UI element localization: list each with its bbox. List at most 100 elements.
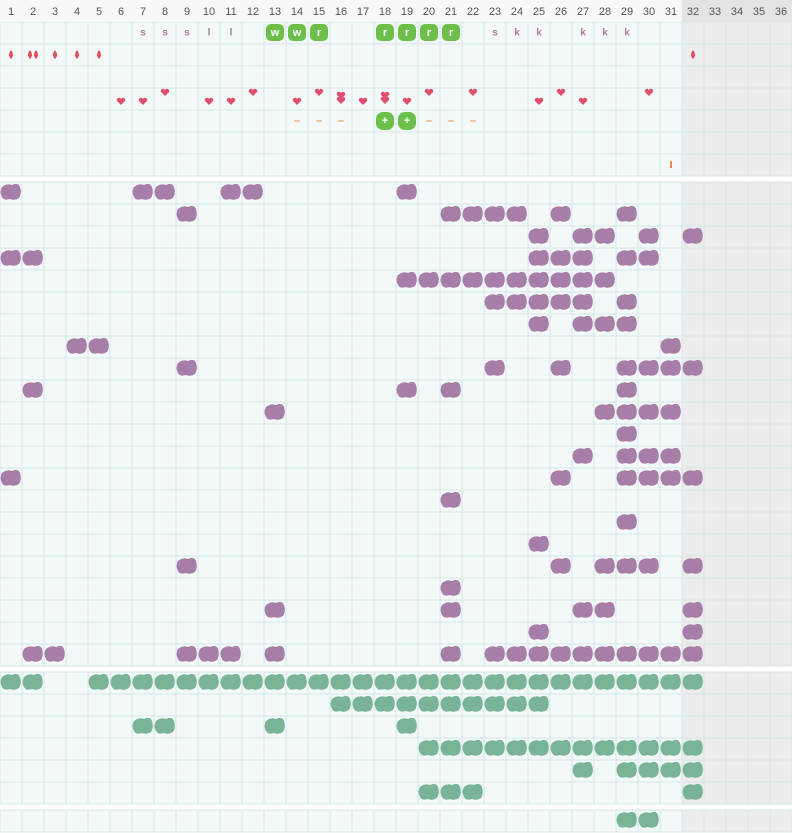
cell-blob [462, 695, 483, 712]
letter-badge [288, 24, 306, 41]
cell-blob [682, 623, 703, 640]
cell-blob [594, 673, 615, 690]
cell-blob [396, 673, 417, 690]
heart-icon [336, 91, 346, 99]
heart-icon [380, 96, 390, 104]
cell-blob [484, 205, 505, 222]
cell-blob [594, 403, 615, 420]
cell-blob [594, 601, 615, 618]
letter: s [492, 28, 498, 39]
day-number: 24 [511, 6, 523, 18]
cell-blob [638, 359, 659, 376]
small-tick [670, 161, 672, 168]
cell-blob [396, 381, 417, 398]
day-number: 5 [96, 6, 102, 18]
cell-blob [440, 601, 461, 618]
cell-blob [484, 645, 505, 662]
day-number: 10 [203, 6, 215, 18]
letter-badge [442, 24, 460, 41]
cell-blob [0, 469, 21, 486]
cell-blob [264, 403, 285, 420]
dash-mark: – [470, 115, 476, 127]
cell-blob [396, 695, 417, 712]
dash-mark: – [316, 115, 322, 127]
cell-blob [572, 271, 593, 288]
cell-blob [616, 315, 637, 332]
heart-icon [380, 91, 390, 99]
cell-blob [440, 579, 461, 596]
cell-blob [176, 557, 197, 574]
cell-blob [506, 271, 527, 288]
letter: l [208, 28, 211, 39]
heart-icon [138, 97, 148, 105]
cell-blob [352, 695, 373, 712]
cell-blob [44, 645, 65, 662]
cell-blob [506, 695, 527, 712]
cell-blob [440, 205, 461, 222]
cell-blob [440, 739, 461, 756]
plus-badge [398, 112, 416, 130]
cell-blob [110, 673, 131, 690]
cell-blob [484, 673, 505, 690]
day-number: 3 [52, 6, 58, 18]
cell-blob [440, 695, 461, 712]
cell-blob [374, 695, 395, 712]
day-number: 7 [140, 6, 146, 18]
cell-blob [0, 673, 21, 690]
cell-blob [550, 205, 571, 222]
dash-mark: – [426, 115, 432, 127]
cell-blob [528, 695, 549, 712]
cell-blob [572, 601, 593, 618]
day-number: 8 [162, 6, 168, 18]
cell-blob [572, 645, 593, 662]
cell-blob [440, 673, 461, 690]
cell-blob [638, 447, 659, 464]
day-number: 14 [291, 6, 303, 18]
day-number: 36 [775, 6, 787, 18]
letter: k [624, 28, 630, 39]
day-number: 18 [379, 6, 391, 18]
day-number: 17 [357, 6, 369, 18]
cell-blob [638, 739, 659, 756]
drop-icon [53, 50, 57, 59]
day-number: 6 [118, 6, 124, 18]
day-number: 12 [247, 6, 259, 18]
cell-blob [528, 249, 549, 266]
cell-blob [440, 381, 461, 398]
dash-mark: – [294, 115, 300, 127]
cell-blob [132, 183, 153, 200]
cell-blob [506, 645, 527, 662]
heart-icon [578, 97, 588, 105]
cell-blob [264, 601, 285, 618]
cell-blob [198, 645, 219, 662]
cell-blob [616, 359, 637, 376]
drop-icon [75, 50, 79, 59]
cell-blob [396, 271, 417, 288]
cell-blob [462, 271, 483, 288]
cell-blob [528, 315, 549, 332]
heart-icon [534, 97, 544, 105]
cell-blob [440, 645, 461, 662]
day-number: 22 [467, 6, 479, 18]
cell-blob [594, 315, 615, 332]
day-number: 2 [30, 6, 36, 18]
dash-mark: – [448, 115, 454, 127]
cell-blob [616, 403, 637, 420]
cell-blob [682, 359, 703, 376]
cell-blob [616, 205, 637, 222]
cell-blob [88, 337, 109, 354]
cell-blob [0, 249, 21, 266]
cell-blob [396, 717, 417, 734]
header-bg [0, 0, 682, 22]
cell-blob [594, 227, 615, 244]
cell-blob [594, 645, 615, 662]
heart-icon [248, 88, 258, 96]
cell-blob [682, 739, 703, 756]
cell-blob [638, 761, 659, 778]
cell-blob [22, 381, 43, 398]
cell-blob [528, 673, 549, 690]
cell-blob [660, 469, 681, 486]
heart-icon [116, 97, 126, 105]
day-number: 27 [577, 6, 589, 18]
